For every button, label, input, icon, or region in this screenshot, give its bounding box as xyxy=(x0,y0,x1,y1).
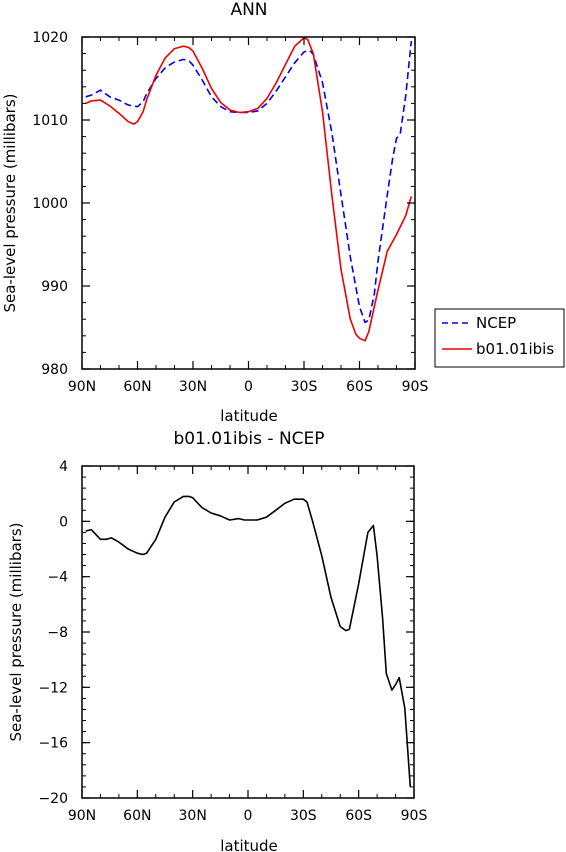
y-axis-title: Sea-level pressure (millibars) xyxy=(1,93,19,312)
x-tick-label: 30N xyxy=(179,808,207,824)
legend-label-model: b01.01ibis xyxy=(476,340,554,358)
x-tick-label: 30N xyxy=(179,379,207,395)
legend-box xyxy=(434,308,565,368)
y-tick-label: 4 xyxy=(59,459,68,475)
x-tick-label: 90N xyxy=(68,379,96,395)
x-tick-label: 60N xyxy=(123,808,151,824)
x-tick-label: 90N xyxy=(68,808,96,824)
y-tick-label: 1010 xyxy=(32,113,68,129)
x-tick-label: 60S xyxy=(345,808,372,824)
x-tick-label: 0 xyxy=(244,379,253,395)
y-tick-label: −8 xyxy=(47,625,68,641)
plot-frame xyxy=(81,36,416,370)
series-line-b01-01ibis xyxy=(85,36,413,342)
plot-title: ANN xyxy=(230,0,267,20)
series-line-difference xyxy=(85,495,412,787)
y-tick-label: −4 xyxy=(47,570,68,586)
x-tick-label: 90S xyxy=(401,808,428,824)
legend: NCEP b01.01ibis xyxy=(434,308,565,368)
plot-title: b01.01ibis - NCEP xyxy=(173,429,324,449)
top-panel: ANN 90N 60N 30N 0 30S 60S 90S 980 990 1000 1010 102… xyxy=(1,0,428,425)
y-tick-label: 0 xyxy=(59,514,68,530)
ticks-layer: 90N 60N 30N 0 30S 60S 90S 980 990 1000 1010 1020 xyxy=(32,30,428,395)
x-axis-title: latitude xyxy=(220,407,278,425)
plot-frame xyxy=(81,465,415,799)
x-tick-label: 90S xyxy=(402,379,429,395)
y-tick-label: −12 xyxy=(38,680,68,696)
x-tick-label: 0 xyxy=(244,808,253,824)
x-tick-label: 60S xyxy=(346,379,373,395)
y-tick-label: 980 xyxy=(41,362,68,378)
x-axis-title: latitude xyxy=(220,837,278,852)
bottom-panel: b01.01ibis - NCEP 90N 60N 30N 0 30S 60S 90S −20… xyxy=(7,429,427,852)
series-layer xyxy=(85,495,412,787)
series-line-ncep xyxy=(85,41,413,324)
x-tick-label: 30S xyxy=(291,379,318,395)
y-tick-label: 1020 xyxy=(32,30,68,46)
y-tick-label: −16 xyxy=(38,736,68,752)
y-tick-label: −20 xyxy=(38,791,68,807)
series-layer xyxy=(85,36,413,342)
x-tick-label: 30S xyxy=(290,808,317,824)
y-axis-title: Sea-level pressure (millibars) xyxy=(7,522,25,741)
legend-label-ncep: NCEP xyxy=(476,314,516,332)
y-tick-label: 1000 xyxy=(32,196,68,212)
y-tick-label: 990 xyxy=(41,279,68,295)
ticks-layer: 90N 60N 30N 0 30S 60S 90S −20 −16 −12 −8 −4 0 4 xyxy=(38,459,427,824)
x-tick-label: 60N xyxy=(123,379,151,395)
